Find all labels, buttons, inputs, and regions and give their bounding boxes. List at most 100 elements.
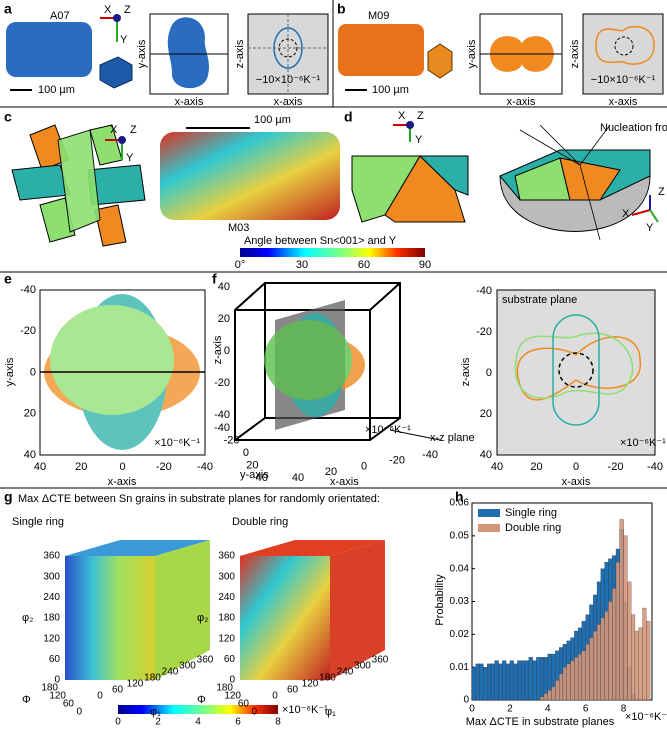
grain-section — [351, 124, 651, 241]
colorbar-tick: 0° — [235, 259, 246, 271]
bar — [585, 644, 590, 701]
axis-label: Φ — [22, 694, 31, 706]
axis-x: X — [104, 4, 112, 16]
bar — [600, 617, 605, 701]
tick-label: 120 — [49, 691, 66, 702]
bar — [490, 663, 495, 701]
annotation: Nucleation from top — [600, 122, 667, 134]
tick-label: 300 — [43, 571, 60, 582]
inset-title: substrate plane — [502, 294, 577, 306]
subtitle: Single ring — [12, 516, 64, 528]
tick-label: 40 — [24, 449, 36, 461]
tick-label: 180 — [218, 613, 235, 624]
bar — [483, 667, 488, 701]
unit: ×10⁻⁶K⁻¹ — [365, 424, 411, 436]
bar — [540, 657, 545, 701]
cte-scale: −10×10⁻⁶K⁻¹ — [591, 74, 656, 86]
y-label: y-axis — [466, 39, 478, 68]
panel-letter: e — [4, 271, 12, 287]
tick-label: 360 — [218, 551, 235, 562]
tick-label: 180 — [41, 683, 58, 694]
tick-label: 240 — [43, 592, 60, 603]
tick-label: 6 — [235, 717, 241, 728]
axis-y: Y — [646, 222, 654, 234]
tick-label: 40 — [34, 461, 46, 473]
sample-label: M03 — [228, 222, 249, 234]
tick-label: 20 — [75, 461, 87, 473]
axis-label: φ₂ — [197, 612, 208, 624]
tick-label: 0 — [272, 691, 278, 702]
tick-label: 0 — [243, 447, 249, 459]
plot-frame — [496, 289, 656, 456]
bar — [517, 660, 522, 701]
axis-x: X — [110, 124, 118, 136]
micrograph — [160, 132, 340, 220]
panel-letter: c — [4, 109, 12, 125]
tick-label: 0 — [30, 366, 36, 378]
x-label: x-axis — [609, 96, 638, 108]
bar — [642, 607, 647, 701]
tick-label: 0 — [224, 345, 230, 357]
y-tick-label: 0.06 — [450, 498, 470, 509]
tick-label: 2 — [155, 717, 161, 728]
axis-y: Y — [120, 34, 128, 46]
x-label: x-axis — [562, 476, 591, 488]
tick-label: 20 — [24, 408, 36, 420]
tick-label: 20 — [325, 466, 337, 478]
tick-label: -40 — [20, 284, 36, 296]
panel-title: Max ΔCTE between Sn grains in substrate … — [18, 493, 380, 505]
tick-label: 0 — [486, 367, 492, 379]
panel-letter: d — [344, 109, 353, 125]
tick-label: 300 — [179, 661, 196, 672]
bar — [604, 611, 609, 701]
tick-label: 0 — [361, 460, 367, 472]
bar — [502, 660, 507, 701]
x-tick-label: 4 — [545, 704, 551, 715]
cte-contours — [514, 314, 641, 426]
colorbar-title: Angle between Sn<001> and Y — [244, 235, 397, 247]
tick-label: 40 — [218, 281, 230, 293]
colorbar-tick: 60 — [358, 259, 370, 271]
colorbar-tick: 30 — [296, 259, 308, 271]
tick-label: 240 — [337, 667, 354, 678]
tick-label: 180 — [216, 683, 233, 694]
crystal — [99, 56, 133, 89]
tick-label: 180 — [43, 613, 60, 624]
tick-label: 180 — [144, 673, 161, 684]
tick-label: 60 — [63, 699, 75, 710]
bar — [540, 696, 545, 701]
y-label: y-axis — [136, 39, 148, 68]
tick-label: 300 — [218, 571, 235, 582]
bar — [479, 663, 484, 701]
grain-model — [11, 124, 146, 247]
axis-label: φ₂ — [22, 612, 33, 624]
colorbar — [118, 705, 278, 714]
bar — [547, 690, 552, 701]
plane-label: x-z plane — [430, 432, 475, 444]
x-tick-label: 8 — [621, 704, 627, 715]
legend-swatch — [478, 524, 500, 532]
bar — [524, 660, 529, 701]
cte-surfaces — [264, 313, 365, 417]
tick-label: 60 — [238, 699, 250, 710]
x-label: x-axis — [274, 96, 303, 108]
tick-label: 120 — [127, 679, 144, 690]
tick-label: 240 — [218, 592, 235, 603]
tick-label: 20 — [246, 459, 258, 471]
y-label: y-axis — [240, 469, 269, 481]
tick-label: -20 — [389, 455, 405, 467]
unit: ×10⁻⁶K⁻¹ — [620, 437, 666, 449]
tick-label: -20 — [20, 325, 36, 337]
bar — [494, 660, 499, 701]
tick-label: -40 — [214, 409, 230, 421]
tick-label: 40 — [292, 472, 304, 484]
x-tick-label: 6 — [583, 704, 589, 715]
axis-label: φ₁ — [150, 706, 161, 718]
bar — [619, 519, 624, 701]
axes-icon — [631, 195, 659, 223]
bar — [608, 601, 613, 701]
tick-label: -40 — [476, 285, 492, 297]
bar — [543, 693, 548, 701]
tick-label: 0 — [229, 675, 235, 686]
bar — [487, 663, 492, 701]
